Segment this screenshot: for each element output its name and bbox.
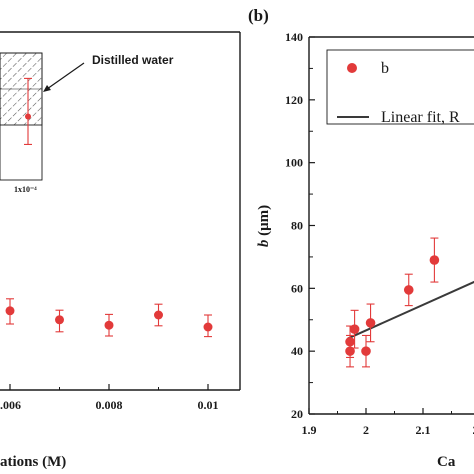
- right-y-axis-title: b (μm): [256, 205, 272, 247]
- right-x-ticks: 1.9 2 2.1 2.2: [302, 408, 474, 437]
- right-y-tick-label: 140: [285, 30, 303, 44]
- inset-tick-label: 1x10⁻⁴: [14, 185, 37, 194]
- right-x-tick-label: 2.2: [473, 423, 474, 437]
- inset-plot: 1x10⁻⁴: [0, 52, 43, 194]
- left-data-point: [203, 322, 213, 332]
- right-y-tick-label: 80: [291, 219, 303, 233]
- right-data-points: [345, 237, 440, 368]
- annotation-arrow-line: [46, 62, 85, 90]
- left-data-point: [5, 306, 15, 316]
- left-data-points: [5, 298, 213, 338]
- inset-point-error-bar: [24, 77, 32, 145]
- right-x-tick-label: 1.9: [302, 423, 317, 437]
- right-data-point: [403, 285, 414, 295]
- right-data-point: [345, 346, 355, 356]
- right-data-point: [361, 346, 371, 356]
- right-y-tick-label: 40: [291, 344, 303, 358]
- right-data-point: [349, 324, 360, 334]
- inset-data-point: [24, 77, 32, 145]
- legend: b Linear fit, R: [326, 49, 474, 126]
- right-x-tick-label: 2: [363, 423, 369, 437]
- right-fit-line: [347, 280, 474, 340]
- left-data-point: [55, 315, 64, 325]
- left-panel: .006 0.008 0.01 ations (M) 1x10⁻⁴ Distille…: [0, 31, 241, 470]
- inset-data-point-marker: [25, 113, 31, 120]
- y-axis-title-variable: b: [256, 239, 272, 247]
- right-y-tick-label: 20: [291, 407, 303, 421]
- linear-fit-line: [347, 280, 474, 340]
- right-y-ticks: 20 40 60 80 100 120 140: [285, 30, 315, 421]
- left-x-tick-label: 0.008: [96, 398, 123, 412]
- right-x-tick-label: 2.1: [416, 423, 431, 437]
- right-data-point: [429, 255, 440, 265]
- left-x-tick-label: 0.01: [198, 398, 219, 412]
- annotation-label: Distilled water: [92, 53, 174, 67]
- legend-marker-b: [347, 63, 357, 73]
- left-x-axis-title: ations (M): [0, 454, 66, 470]
- left-data-point: [154, 310, 163, 320]
- legend-frame: [326, 49, 474, 125]
- left-x-ticks: .006 0.008 0.01: [0, 384, 219, 412]
- distilled-water-annotation: Distilled water: [43, 53, 174, 92]
- y-axis-title-unit: (μm): [256, 205, 272, 240]
- right-data-point: [365, 318, 376, 328]
- right-y-tick-label: 60: [291, 281, 303, 295]
- legend-label-b: b: [381, 60, 389, 77]
- left-data-point: [104, 320, 114, 330]
- annotation-arrowhead: [43, 85, 51, 92]
- right-x-axis-title: Ca: [437, 454, 456, 470]
- panel-label-b: (b): [248, 6, 269, 25]
- left-x-tick-label: .006: [0, 398, 21, 412]
- legend-label-fit: Linear fit, R: [381, 109, 460, 126]
- right-y-tick-label: 100: [285, 156, 303, 170]
- right-y-tick-label: 120: [285, 93, 303, 107]
